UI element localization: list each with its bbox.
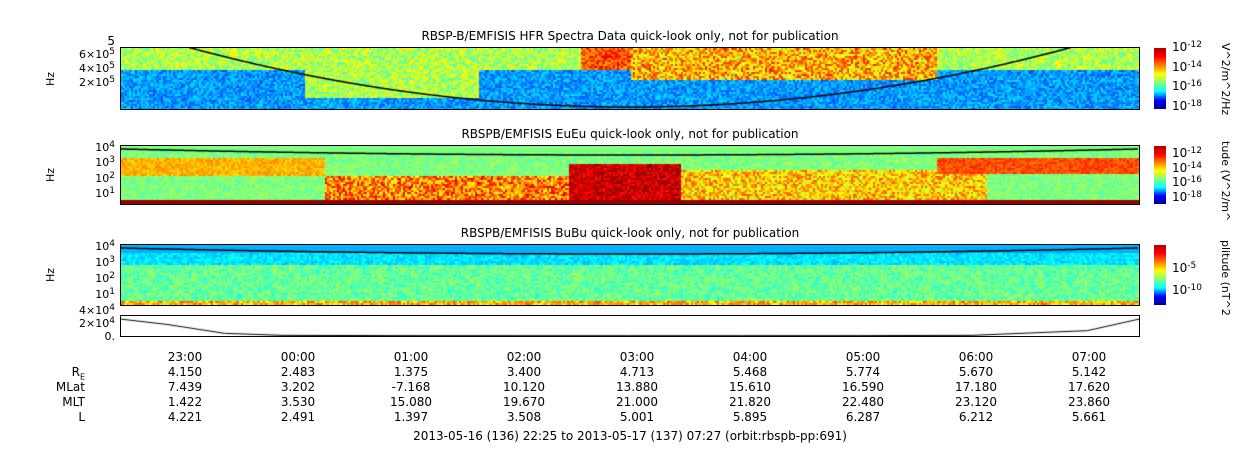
colorbar-label: plitude (nT^2 <box>1219 240 1232 316</box>
colorbar-label: V^2/m^2/Hz <box>1219 43 1232 116</box>
ephemeris-value: 21.000 <box>616 395 658 409</box>
ephemeris-value: 2.491 <box>280 410 316 424</box>
ephemeris-value: 10.120 <box>503 380 545 394</box>
colorbar-tick-label: 10-5 <box>1172 261 1197 275</box>
y-tick-label: 102 <box>95 271 115 285</box>
colorbar-tick-label: 10-12 <box>1172 146 1202 160</box>
ephemeris-value: 17.620 <box>1068 380 1110 394</box>
colorbar <box>1154 48 1166 109</box>
y-tick-label: 101 <box>95 287 115 301</box>
y-tick-label: 101 <box>95 186 115 200</box>
y-tick-label: 0. <box>104 330 116 343</box>
colorbar-tick-label: 10-12 <box>1172 40 1202 54</box>
ephemeris-value: 5.661 <box>1071 410 1107 424</box>
colorbar-tick-label: 10-14 <box>1172 160 1202 175</box>
ephemeris-value: 22.480 <box>842 395 884 409</box>
ephemeris-value: 5.001 <box>619 410 655 424</box>
time-tick-label: 23:00 <box>167 350 203 364</box>
ephemeris-value: 7.439 <box>167 380 203 394</box>
ephemeris-row-label: MLat <box>55 380 85 394</box>
panel-title: RBSP-B/EMFISIS HFR Spectra Data quick-lo… <box>421 29 839 43</box>
ephemeris-value: 23.120 <box>955 395 997 409</box>
ephemeris-value: 6.287 <box>845 410 881 424</box>
time-tick-label: 06:00 <box>958 350 994 364</box>
ephemeris-value: 15.080 <box>390 395 432 409</box>
colorbar-tick-label: 10-18 <box>1172 98 1202 113</box>
ephemeris-value: 23.860 <box>1068 395 1110 409</box>
y-tick-label: 102 <box>95 170 115 185</box>
ephemeris-value: 1.422 <box>167 395 203 409</box>
ephemeris-value: 17.180 <box>955 380 997 394</box>
y-tick-label: 103 <box>95 255 115 269</box>
ephemeris-row-label: MLT <box>62 395 85 409</box>
time-tick-label: 00:00 <box>280 350 316 364</box>
ephemeris-value: 1.397 <box>393 410 429 424</box>
ephemeris-value: 15.610 <box>729 380 771 394</box>
y-tick-label: 5 <box>107 34 115 48</box>
ephemeris-value: 3.508 <box>506 410 542 424</box>
ephemeris-row-label: RE <box>71 365 85 382</box>
colorbar-label: tude (V^2/m^ <box>1219 141 1232 222</box>
time-tick-label: 03:00 <box>619 350 655 364</box>
y-tick-label: 103 <box>95 155 115 170</box>
colorbar <box>1154 146 1166 204</box>
ephemeris-value: 4.221 <box>167 410 203 424</box>
ephemeris-value: 19.670 <box>503 395 545 409</box>
ephemeris-value: 16.590 <box>842 380 884 394</box>
ephemeris-value: -7.168 <box>391 380 431 394</box>
colorbar <box>1154 245 1166 305</box>
y-tick-label: 104 <box>95 239 115 253</box>
colorbar-tick-label: 10-16 <box>1172 175 1202 189</box>
ephemeris-value: 4.150 <box>167 365 203 379</box>
y-axis-label: Hz <box>44 71 58 86</box>
y-tick-label: 104 <box>95 140 115 154</box>
ephemeris-value: 5.895 <box>732 410 768 424</box>
y-tick-label: 4×105 <box>79 61 115 75</box>
colorbar-tick-label: 10-18 <box>1172 189 1202 204</box>
time-tick-label: 07:00 <box>1071 350 1107 364</box>
panel-title: RBSPB/EMFISIS EuEu quick-look only, not … <box>461 127 799 141</box>
ephemeris-row-label: L <box>78 410 85 424</box>
time-tick-label: 05:00 <box>845 350 881 364</box>
ephemeris-value: 13.880 <box>616 380 658 394</box>
plot-panel-1 <box>120 47 1140 110</box>
plot-panel-2 <box>120 145 1140 205</box>
y-axis-label: Hz <box>44 167 58 183</box>
ephemeris-value: 5.142 <box>1071 365 1107 379</box>
y-tick-label: 6×105 <box>79 47 115 61</box>
y-tick-label: 2×105 <box>79 75 115 89</box>
time-tick-label: 04:00 <box>732 350 768 364</box>
colorbar-tick-label: 10-10 <box>1172 283 1202 297</box>
ephemeris-value: 3.202 <box>280 380 316 394</box>
time-tick-label: 02:00 <box>506 350 542 364</box>
ephemeris-value: 5.774 <box>845 365 881 379</box>
spectrogram <box>121 245 1139 305</box>
panel-title: RBSPB/EMFISIS BuBu quick-look only, not … <box>460 226 800 240</box>
ephemeris-value: 5.468 <box>732 365 768 379</box>
ephemeris-value: 3.530 <box>280 395 316 409</box>
time-tick-label: 01:00 <box>393 350 429 364</box>
ephemeris-value: 2.483 <box>280 365 316 379</box>
y-tick-label: 2×104 <box>79 316 115 330</box>
spectrogram <box>121 48 1139 109</box>
ephemeris-value: 21.820 <box>729 395 771 409</box>
spectrogram <box>121 146 1139 204</box>
ephemeris-value: 1.375 <box>393 365 429 379</box>
y-tick-label: 4×104 <box>79 303 115 317</box>
colorbar-tick-label: 10-14 <box>1172 59 1202 74</box>
time-range-footer: 2013-05-16 (136) 22:25 to 2013-05-17 (13… <box>413 429 847 443</box>
ephemeris-value: 3.400 <box>506 365 542 379</box>
plot-panel-3 <box>120 244 1140 306</box>
ephemeris-value: 6.212 <box>958 410 994 424</box>
colorbar-tick-label: 10-16 <box>1172 79 1202 93</box>
ephemeris-value: 4.713 <box>619 365 655 379</box>
plot-panel-4 <box>120 315 1140 337</box>
line-plot <box>121 316 1139 336</box>
y-axis-label: Hz <box>44 267 58 283</box>
ephemeris-value: 5.670 <box>958 365 994 379</box>
